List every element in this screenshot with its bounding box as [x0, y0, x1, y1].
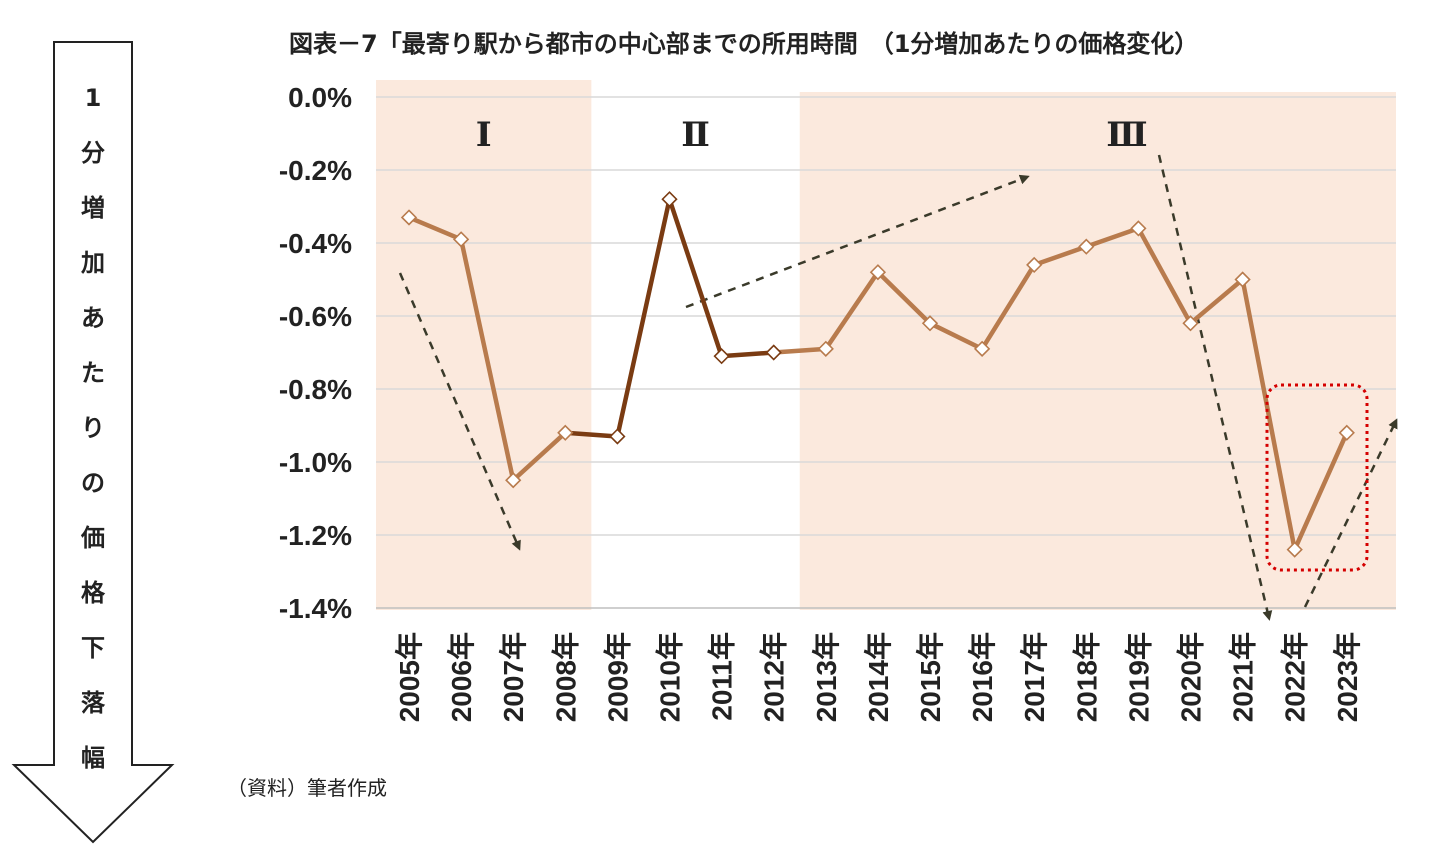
y-tick-label: 0.0% — [288, 82, 352, 113]
data-point — [973, 340, 991, 357]
x-tick-label: 2015年 — [914, 632, 946, 722]
series-segment — [719, 350, 776, 359]
data-point — [557, 424, 574, 441]
y-axis-label-char: 1 — [85, 84, 102, 112]
x-tick-label: 2022年 — [1279, 632, 1311, 722]
period-label-1: Ⅰ — [476, 115, 492, 155]
x-tick-label: 2008年 — [549, 632, 581, 722]
highlight-box — [1265, 383, 1369, 572]
y-axis-label-char: 増 — [81, 194, 105, 222]
data-point — [1286, 541, 1303, 558]
data-point — [869, 264, 887, 281]
y-axis-label-char: 分 — [81, 139, 105, 167]
data-point — [1130, 220, 1147, 237]
chart-title: 図表－7「最寄り駅から都市の中心部までの所用時間 （1分増加あたりの価格変化） — [289, 30, 1198, 58]
trend-arrow-period-1 — [398, 272, 521, 551]
y-tick-label: -0.6% — [279, 301, 352, 332]
x-tick-label: 2007年 — [497, 632, 529, 722]
y-axis-label-char: 価 — [80, 524, 105, 552]
series-segment — [927, 321, 985, 352]
x-tick-label: 2023年 — [1331, 632, 1363, 722]
series-segment — [1292, 430, 1350, 552]
series-segment — [1240, 277, 1297, 552]
down-arrow-icon — [11, 41, 175, 844]
y-tick-label: -0.8% — [279, 374, 352, 405]
x-tick-label: 2010年 — [654, 632, 686, 722]
x-tick-label: 2017年 — [1018, 632, 1050, 722]
y-axis-label-char: 格 — [81, 579, 106, 607]
period-label-3: Ⅲ — [1106, 115, 1147, 155]
data-point — [921, 315, 939, 332]
x-tick-label: 2019年 — [1122, 632, 1154, 722]
y-tick-label: -1.0% — [279, 447, 352, 478]
y-axis-label-char: 幅 — [81, 744, 105, 772]
series-segment — [510, 430, 568, 483]
series-segment — [615, 196, 672, 439]
data-point — [765, 344, 782, 361]
data-point — [609, 428, 626, 445]
y-axis-label-char: あ — [81, 304, 105, 332]
series-segment — [1031, 244, 1089, 268]
y-axis-label-char: 下 — [81, 634, 105, 662]
x-tick-label: 2020年 — [1175, 632, 1207, 722]
y-tick-label: -0.4% — [279, 228, 352, 259]
x-tick-label: 2006年 — [445, 632, 477, 722]
data-point — [1182, 315, 1199, 332]
trend-arrow-period-3-up — [1303, 418, 1398, 608]
series-segment — [458, 237, 516, 483]
series-segment — [875, 269, 933, 326]
data-point — [1078, 238, 1095, 255]
y-tick-label: -1.2% — [279, 520, 352, 551]
y-tick-label: -1.4% — [279, 593, 352, 624]
period-label-2: Ⅱ — [681, 115, 710, 155]
x-tick-label: 2013年 — [810, 632, 842, 722]
trend-arrow-period-2 — [685, 174, 1030, 309]
x-tick-label: 2009年 — [601, 632, 633, 722]
series-segment — [563, 430, 620, 439]
y-axis-label-char: 落 — [81, 689, 106, 717]
series-segment — [979, 262, 1037, 352]
series-segment — [1084, 226, 1141, 249]
data-point — [713, 348, 730, 365]
y-axis-label-char: の — [81, 469, 105, 497]
data-point — [661, 191, 678, 208]
series-segment — [823, 269, 881, 352]
trend-arrows — [398, 154, 1398, 621]
y-axis-label-char: 加 — [81, 249, 105, 277]
source-note: （資料）筆者作成 — [227, 776, 387, 800]
data-point — [452, 231, 470, 248]
x-tick-label: 2014年 — [862, 632, 894, 722]
series-segment — [406, 215, 464, 242]
trend-arrow-period-3-down — [1157, 154, 1273, 621]
x-tick-label: 2018年 — [1070, 632, 1102, 722]
y-axis-label-char: り — [81, 414, 105, 442]
series-segment — [667, 196, 724, 359]
series-segment — [771, 346, 829, 355]
series-segment — [1136, 226, 1193, 326]
series-segment — [1188, 277, 1245, 326]
y-tick-label: -0.2% — [279, 155, 352, 186]
period-shade-3 — [799, 92, 1396, 610]
data-point — [817, 340, 834, 357]
x-tick-label: 2005年 — [393, 632, 425, 722]
x-tick-label: 2021年 — [1227, 632, 1259, 722]
x-tick-label: 2012年 — [758, 632, 790, 722]
data-point — [1026, 256, 1043, 274]
x-tick-label: 2016年 — [966, 632, 998, 722]
x-tick-label: 2011年 — [706, 632, 738, 721]
data-point — [400, 209, 418, 226]
y-axis-label-char: た — [81, 359, 105, 387]
data-point — [505, 472, 522, 489]
data-point — [1234, 271, 1251, 288]
data-point — [1338, 424, 1355, 441]
